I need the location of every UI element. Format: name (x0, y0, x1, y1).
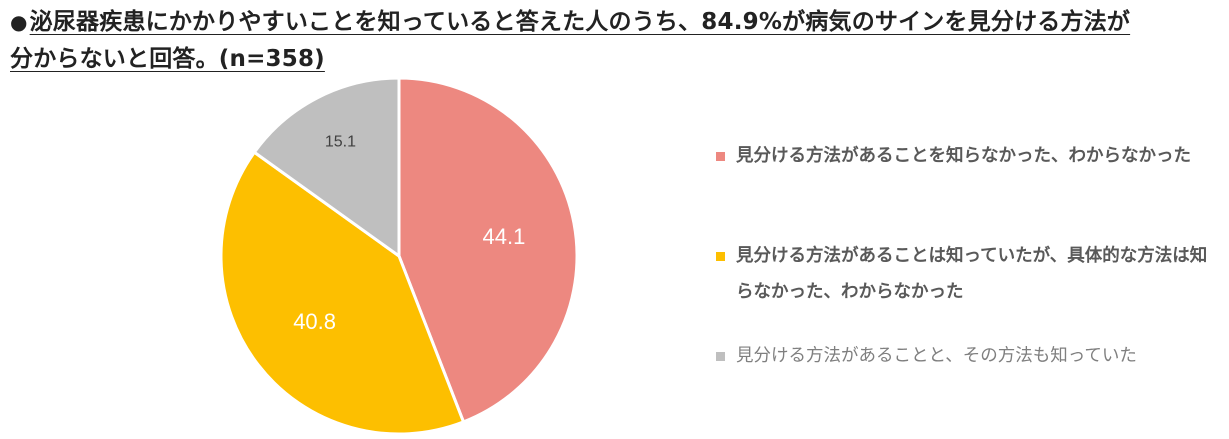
legend: 見分ける方法があることを知らなかった、わからなかった 見分ける方法があることは知… (716, 138, 1221, 374)
title-bullet: ● (10, 10, 28, 34)
title-text-2: 分からないと回答。(n=358) (10, 46, 325, 72)
legend-item: 見分ける方法があることを知らなかった、わからなかった (716, 138, 1221, 210)
legend-label: 見分ける方法があることは知っていたが、具体的な方法は知らなかった、わからなかった (736, 246, 1208, 302)
title-text-1: 泌尿器疾患にかかりやすいことを知っていると答えた人のうち、84.9%が病気のサイ… (29, 9, 1131, 35)
slice-value-label: 15.1 (325, 133, 356, 150)
legend-item: 見分ける方法があることと、その方法も知っていた (716, 338, 1221, 374)
legend-swatch (716, 252, 725, 261)
legend-label: 見分ける方法があることを知らなかった、わからなかった (736, 146, 1191, 166)
title-line-2: 分からないと回答。(n=358) (10, 41, 1222, 78)
legend-item: 見分ける方法があることは知っていたが、具体的な方法は知らなかった、わからなかった (716, 238, 1221, 310)
title-line-1: ●泌尿器疾患にかかりやすいことを知っていると答えた人のうち、84.9%が病気のサ… (10, 4, 1222, 41)
legend-swatch (716, 352, 725, 361)
pie-slice (397, 76, 579, 424)
pie-slice (219, 150, 465, 436)
slice-value-label: 40.8 (293, 309, 336, 334)
chart-title: ●泌尿器疾患にかかりやすいことを知っていると答えた人のうち、84.9%が病気のサ… (10, 4, 1222, 78)
legend-swatch (716, 152, 725, 161)
slice-value-label: 44.1 (483, 224, 526, 249)
pie-slice (252, 76, 401, 258)
legend-label: 見分ける方法があることと、その方法も知っていた (736, 346, 1137, 366)
